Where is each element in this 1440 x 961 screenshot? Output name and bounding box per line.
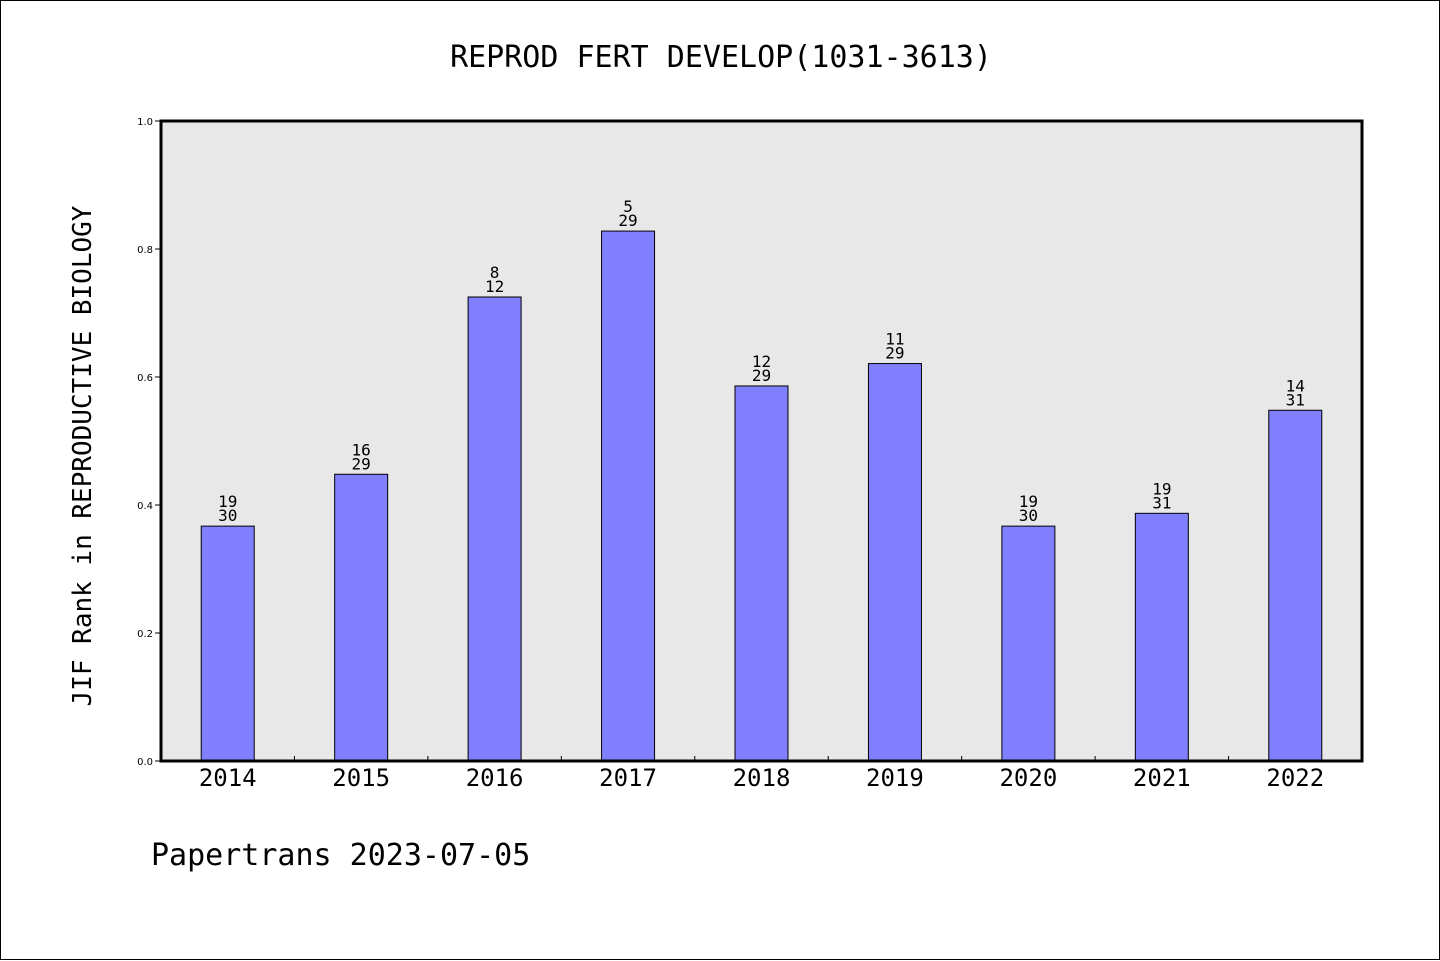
bar-2021 bbox=[1134, 512, 1189, 762]
footer-credit: Papertrans 2023-07-05 bbox=[151, 838, 530, 873]
y-tick-label: 0.2 bbox=[137, 629, 153, 640]
bar-label-rank: 19 bbox=[1019, 492, 1038, 511]
x-tick-label: 2019 bbox=[866, 764, 924, 792]
bar-label-rank: 16 bbox=[352, 440, 371, 459]
plot-border bbox=[159, 119, 1364, 763]
bar-label-total: 29 bbox=[752, 366, 771, 385]
x-tick-label: 2015 bbox=[332, 764, 390, 792]
bar-label-total: 29 bbox=[352, 454, 371, 473]
bar-label-rank: 12 bbox=[752, 352, 771, 371]
bar-label-rank: 8 bbox=[490, 263, 500, 282]
y-tick-label: 0.0 bbox=[137, 757, 153, 768]
x-tick-label: 2020 bbox=[999, 764, 1057, 792]
bar-label-total: 31 bbox=[1152, 493, 1171, 512]
bar-label-rank: 11 bbox=[885, 330, 904, 349]
bar-label-total: 30 bbox=[218, 506, 237, 525]
bar-2017 bbox=[601, 230, 656, 762]
bar-2014 bbox=[200, 525, 255, 762]
bar-label-rank: 19 bbox=[218, 492, 237, 511]
x-tick-label: 2018 bbox=[733, 764, 791, 792]
bar-2020 bbox=[1001, 525, 1056, 762]
bar-2018 bbox=[734, 385, 789, 762]
bar-2022 bbox=[1268, 409, 1323, 762]
bar-label-rank: 5 bbox=[623, 197, 633, 216]
bar-2016 bbox=[467, 296, 522, 762]
bar-2015 bbox=[334, 473, 389, 762]
y-tick-label: 1.0 bbox=[137, 117, 153, 128]
y-tick-label: 0.4 bbox=[137, 501, 153, 512]
bar-label-total: 31 bbox=[1286, 390, 1305, 409]
bar-label-rank: 14 bbox=[1286, 376, 1305, 395]
bar-label-total: 30 bbox=[1019, 506, 1038, 525]
x-tick-label: 2016 bbox=[466, 764, 524, 792]
ticks-group: 0.0 0.2 0.4 0.6 0.8 1.0 2014 2015 2016 2017 2018 20… bbox=[137, 117, 1324, 792]
y-axis-label: JIF Rank in REPRODUCTIVE BIOLOGY bbox=[68, 205, 98, 706]
bar-label-total: 29 bbox=[618, 211, 637, 230]
x-tick-label: 2021 bbox=[1133, 764, 1191, 792]
bar-label-total: 12 bbox=[485, 277, 504, 296]
x-tick-label: 2014 bbox=[199, 764, 257, 792]
y-tick-label: 0.8 bbox=[137, 245, 153, 256]
bar-label-total: 29 bbox=[885, 344, 904, 363]
x-tick-label: 2017 bbox=[599, 764, 657, 792]
bar-2019 bbox=[867, 363, 922, 762]
chart-title: REPROD FERT DEVELOP(1031-3613) bbox=[450, 40, 992, 75]
y-tick-label: 0.6 bbox=[137, 373, 153, 384]
bar-label-rank: 19 bbox=[1152, 479, 1171, 498]
x-tick-label: 2022 bbox=[1266, 764, 1324, 792]
